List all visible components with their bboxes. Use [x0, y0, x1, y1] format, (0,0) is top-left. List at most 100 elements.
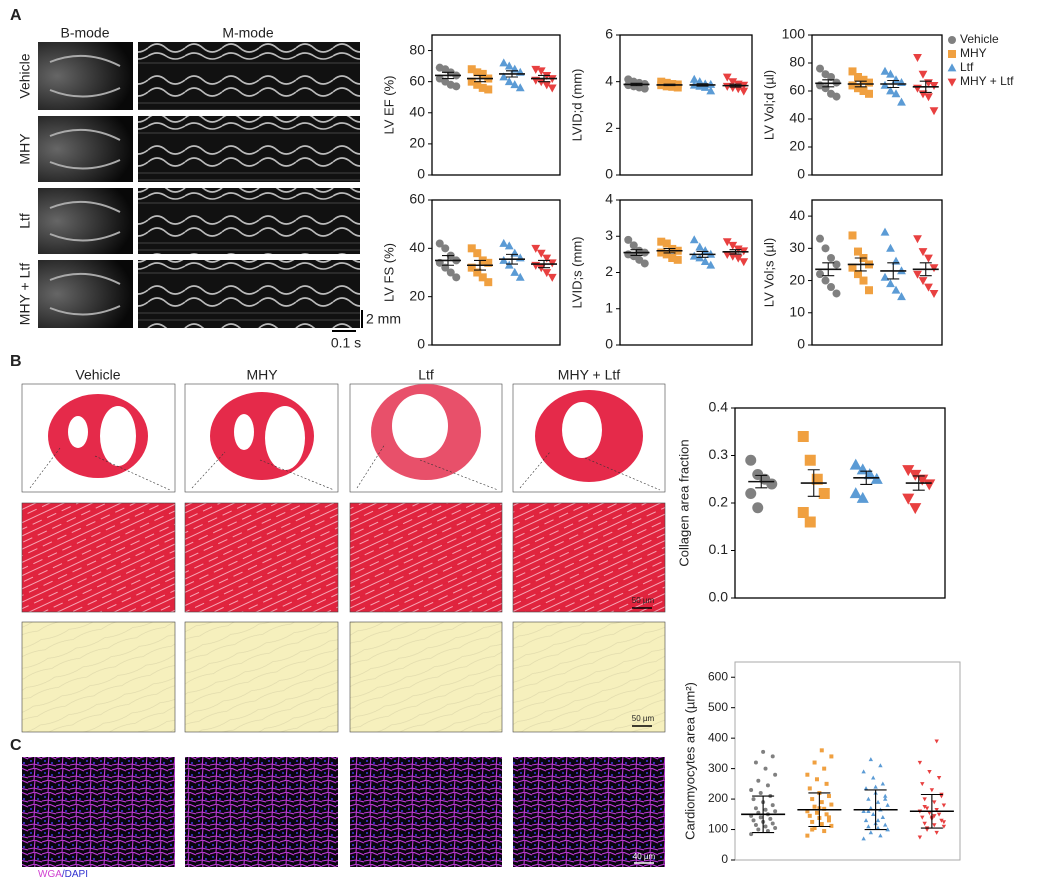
y-tick-label: 80 [409, 41, 425, 57]
data-point [924, 93, 933, 101]
y-tick-label: 20 [409, 135, 425, 151]
legend-label: Vehicle [960, 32, 999, 46]
data-point [922, 797, 926, 801]
data-point [745, 488, 756, 499]
y-axis-label: LV Vol;d (µl) [761, 70, 776, 140]
y-tick-label: 0 [605, 166, 613, 182]
data-point [771, 821, 775, 825]
data-point [833, 289, 841, 297]
data-point [441, 244, 449, 252]
stain-wga: WGA [38, 869, 62, 879]
data-point [805, 773, 809, 777]
data-point [866, 824, 870, 828]
data-point [764, 808, 768, 812]
legend-marker [948, 79, 957, 87]
y-tick-label: 40 [409, 239, 425, 255]
data-point [865, 90, 873, 98]
row-label: Vehicle [17, 53, 33, 98]
data-point [849, 231, 857, 239]
data-point [866, 797, 870, 801]
y-tick-label: 3 [605, 227, 613, 243]
data-point [878, 833, 882, 837]
data-point [930, 290, 939, 298]
data-point [937, 776, 941, 780]
y-tick-label: 0.2 [709, 494, 729, 510]
y-tick-label: 100 [708, 822, 728, 836]
y-tick-label: 10 [789, 303, 805, 319]
data-point [771, 754, 775, 758]
y-tick-label: 4 [605, 72, 613, 88]
y-tick-label: 30 [789, 239, 805, 255]
column-label: Ltf [418, 367, 434, 383]
y-tick-label: 500 [708, 700, 728, 714]
data-point [798, 431, 809, 442]
plot-frame [812, 200, 942, 345]
y-tick-label: 60 [789, 82, 805, 98]
data-point [798, 507, 809, 518]
data-point [745, 455, 756, 466]
y-axis-label: LV EF (%) [381, 76, 396, 135]
y-tick-label: 100 [782, 26, 806, 42]
data-point [883, 823, 887, 827]
data-point [885, 803, 889, 807]
data-point [822, 829, 826, 833]
data-point [864, 818, 868, 822]
column-label: B-mode [60, 25, 109, 41]
data-point [810, 797, 814, 801]
y-tick-label: 300 [708, 761, 728, 775]
data-point [865, 286, 873, 294]
histology-images [22, 384, 665, 732]
data-point [869, 757, 873, 761]
data-point [754, 806, 758, 810]
y-tick-label: 20 [409, 287, 425, 303]
data-point [860, 277, 868, 285]
data-point [881, 782, 885, 786]
data-point [813, 761, 817, 765]
data-point [942, 820, 946, 824]
data-point [764, 767, 768, 771]
data-point [484, 278, 492, 286]
data-point [930, 788, 934, 792]
data-point [752, 818, 756, 822]
data-point [674, 256, 682, 264]
data-point [754, 823, 758, 827]
data-point [690, 235, 699, 243]
data-point [759, 791, 763, 795]
echo-images [38, 42, 360, 328]
data-point [881, 273, 890, 281]
data-point [805, 455, 816, 466]
y-tick-label: 0 [417, 336, 425, 352]
data-point [822, 277, 830, 285]
data-point [850, 487, 862, 498]
data-point [827, 815, 831, 819]
data-point [829, 803, 833, 807]
data-point [876, 818, 880, 822]
legend-marker [948, 63, 957, 71]
data-point [739, 258, 748, 266]
data-point [805, 834, 809, 838]
y-axis-label: LVID;d (mm) [569, 69, 584, 142]
column-label: M-mode [222, 25, 274, 41]
panel-label: B [10, 353, 22, 370]
data-point [873, 785, 877, 789]
data-point [815, 777, 819, 781]
y-tick-label: 20 [789, 138, 805, 154]
data-point [452, 82, 460, 90]
data-point [932, 823, 936, 827]
y-tick-label: 0 [605, 336, 613, 352]
data-point [749, 788, 753, 792]
data-point [909, 503, 921, 514]
y-tick-label: 0 [721, 852, 728, 866]
data-point [752, 502, 763, 513]
data-point [918, 835, 922, 839]
data-point [833, 260, 841, 268]
y-tick-label: 2 [605, 263, 613, 279]
data-point [816, 235, 824, 243]
figure: A B-mode M-mode Vehicle MHY Ltf MHY + Lt… [0, 0, 1062, 879]
data-point [902, 494, 914, 505]
data-point [761, 750, 765, 754]
data-point [641, 259, 649, 267]
data-point [822, 244, 830, 252]
y-axis-label: Collagen area fraction [676, 439, 691, 566]
data-point [919, 71, 928, 79]
